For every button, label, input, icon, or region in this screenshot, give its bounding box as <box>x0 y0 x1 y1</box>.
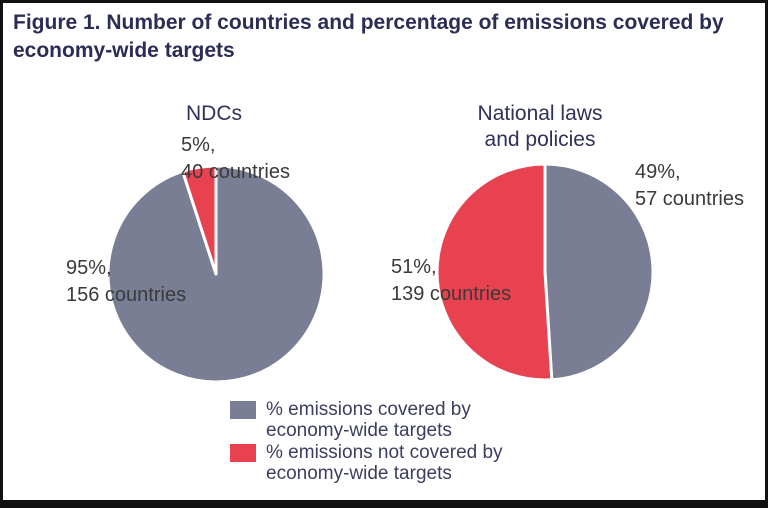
legend: % emissions covered by economy-wide targ… <box>230 399 503 485</box>
legend-row-not-covered: % emissions not covered by economy-wide … <box>230 442 503 484</box>
pie-title-ndcs: NDCs <box>186 102 242 125</box>
pie-slice-not-covered <box>181 164 218 276</box>
slice-label-laws-not-covered: 51%, 139 countries <box>391 256 512 305</box>
pie-charts-canvas <box>106 162 655 384</box>
legend-swatch-covered <box>230 401 256 419</box>
slice-label-laws-covered: 49%, 57 countries <box>635 161 744 210</box>
pie-slice-not-covered <box>435 162 554 382</box>
legend-swatch-not-covered <box>230 444 256 462</box>
slice-label-ndcs-covered: 95%, 156 countries <box>66 257 187 306</box>
pie-title-national-laws: National laws and policies <box>477 102 603 151</box>
pie-slice-covered <box>543 162 655 382</box>
figure-title: Figure 1. Number of countries and percen… <box>13 11 724 62</box>
chart-stage: Figure 1. Number of countries and percen… <box>3 3 765 500</box>
slice-label-ndcs-not-covered: 5%, 40 countries <box>181 134 290 183</box>
legend-row-covered: % emissions covered by economy-wide targ… <box>230 399 503 441</box>
legend-label-not-covered: % emissions not covered by economy-wide … <box>266 442 503 484</box>
legend-label-covered: % emissions covered by economy-wide targ… <box>266 399 471 441</box>
pie-ndcs <box>106 164 326 384</box>
pie-national-laws <box>435 162 655 382</box>
